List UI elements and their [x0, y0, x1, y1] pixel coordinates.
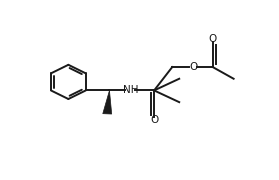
Text: NH: NH — [123, 86, 138, 95]
Text: O: O — [189, 62, 197, 72]
Polygon shape — [103, 91, 112, 114]
Text: O: O — [150, 115, 158, 125]
Text: O: O — [209, 34, 217, 44]
